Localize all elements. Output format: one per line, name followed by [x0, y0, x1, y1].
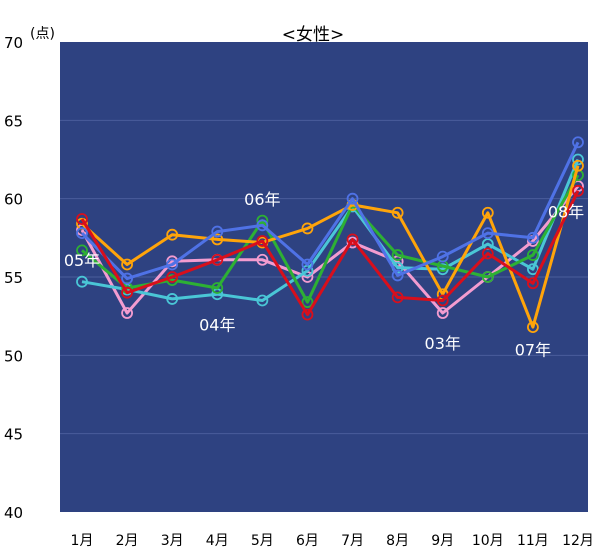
y-tick-label-45: 45 [4, 426, 23, 444]
x-tick-label-1: 1月 [71, 533, 94, 549]
data-point [527, 231, 539, 244]
y-tick-label-55: 55 [4, 269, 23, 287]
annotation-layer: 05年 06年 04年 03年 07年 08年 [64, 190, 584, 359]
y-tick-label-65: 65 [4, 112, 23, 130]
series-line-6 [80, 190, 580, 317]
annotation-4: 03年 [425, 334, 461, 353]
y-tick-label-60: 60 [4, 191, 23, 209]
data-point [76, 213, 88, 225]
series-6 [76, 184, 584, 321]
data-point [76, 275, 88, 288]
data-point [211, 233, 224, 246]
annotation-3: 04年 [199, 315, 235, 334]
data-point [121, 307, 133, 319]
x-tick-label-7: 7月 [341, 533, 364, 549]
data-point [391, 206, 404, 219]
y-tick-label-70: 70 [4, 34, 23, 52]
data-point [166, 293, 179, 305]
series-line-5 [80, 141, 580, 281]
series-line-3 [81, 174, 580, 304]
data-point [436, 263, 449, 276]
data-point [256, 219, 269, 232]
chart-title: <女性> [282, 25, 345, 45]
data-point [166, 228, 179, 241]
data-point [391, 291, 404, 304]
series-layer [76, 136, 584, 334]
data-point [211, 282, 224, 294]
data-point [346, 233, 359, 246]
data-point [436, 307, 449, 319]
data-point [121, 258, 133, 271]
grid-layer [60, 119, 588, 435]
data-point [481, 227, 494, 240]
data-point [481, 247, 494, 260]
data-point [166, 271, 179, 283]
data-point [346, 236, 359, 249]
axis-layer: 40 45 50 55 60 65 70 1月 2月 3月 4月 5月 6月 7月 8月 9月 10月 11月 12… [4, 34, 592, 549]
annotation-6: 08年 [548, 202, 584, 221]
annotation-2: 06年 [244, 190, 280, 209]
annotation-1: 05年 [64, 251, 100, 270]
data-point [301, 296, 314, 308]
data-point [211, 253, 224, 266]
data-point [527, 263, 539, 276]
data-point [572, 184, 584, 197]
data-point [527, 321, 539, 334]
x-tick-label-4: 4月 [206, 533, 229, 549]
data-point [346, 192, 359, 205]
data-point [211, 225, 224, 238]
data-point [481, 206, 494, 219]
annotation-5: 07年 [515, 340, 551, 359]
data-point [436, 294, 449, 307]
x-tick-label-11: 11月 [517, 533, 549, 549]
x-tick-label-10: 10月 [472, 533, 504, 549]
y-axis-label: (点) [30, 26, 55, 42]
data-point [572, 153, 584, 166]
series-line-4 [80, 165, 580, 329]
data-point [256, 235, 269, 247]
data-point [166, 258, 179, 271]
data-point [256, 294, 269, 307]
y-tick-label-40: 40 [4, 504, 23, 522]
series-line-2 [81, 158, 580, 302]
x-tick-label-9: 9月 [431, 533, 454, 549]
data-point [76, 244, 88, 257]
data-point [121, 272, 133, 285]
data-point [436, 250, 449, 263]
data-point [76, 227, 88, 240]
x-tick-label-3: 3月 [161, 533, 184, 549]
data-point [301, 308, 314, 321]
data-point [256, 253, 269, 266]
data-point [391, 269, 404, 282]
x-tick-label-6: 6月 [296, 533, 319, 549]
data-point [527, 249, 539, 261]
series-5 [76, 136, 584, 285]
data-point [301, 258, 314, 271]
data-point [527, 277, 539, 290]
data-point [391, 249, 404, 261]
data-point [121, 286, 133, 299]
x-tick-label-5: 5月 [251, 533, 274, 549]
x-tick-label-2: 2月 [116, 533, 139, 549]
data-point [572, 136, 584, 149]
series-line-1 [80, 185, 580, 315]
data-point [481, 271, 494, 283]
data-point [301, 222, 314, 235]
data-point [572, 159, 584, 172]
y-tick-label-50: 50 [4, 347, 23, 365]
x-tick-label-12: 12月 [562, 533, 592, 549]
x-tick-label-8: 8月 [386, 533, 409, 549]
